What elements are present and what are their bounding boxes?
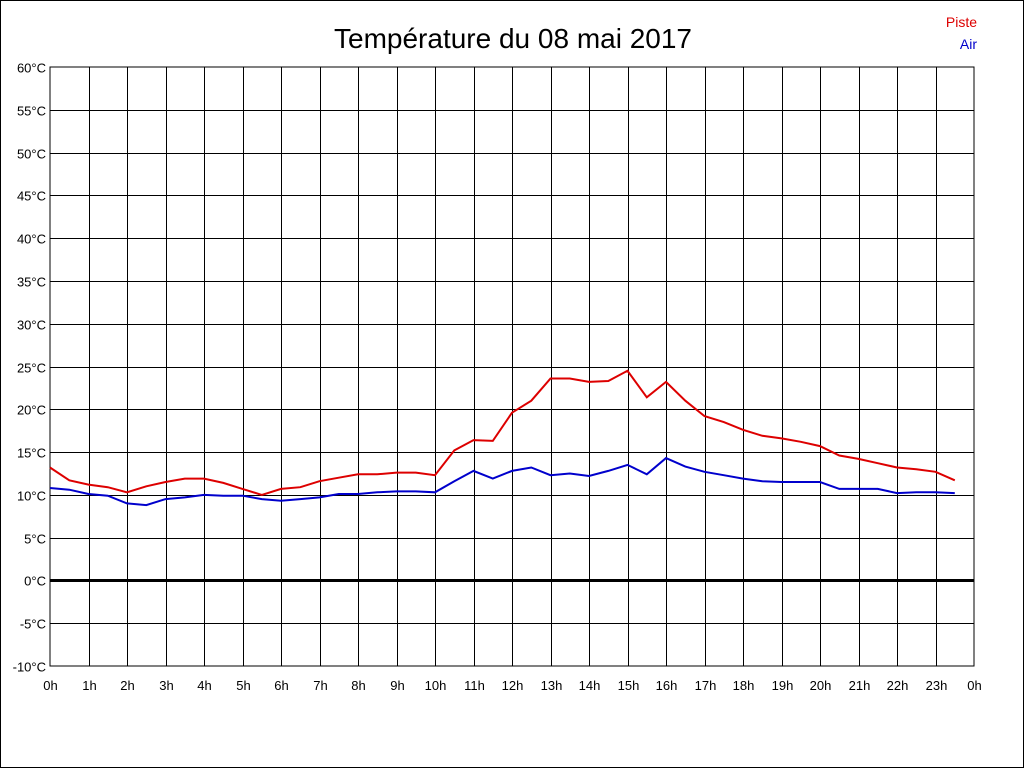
y-tick-label: 45°C	[17, 189, 46, 204]
x-tick-label: 20h	[810, 678, 832, 693]
x-tick-label: 16h	[656, 678, 678, 693]
y-tick-label: -10°C	[13, 660, 46, 675]
legend-entry-air: Air	[960, 36, 977, 52]
series-layer	[49, 369, 956, 507]
x-tick-label: 4h	[197, 678, 211, 693]
axis-labels: 0h 1h 2h 3h 4h 5h 6h 7h 8h 9h 10h 11h 12h 13h 14h 15h 16…	[13, 61, 982, 694]
y-tick-label: 55°C	[17, 104, 46, 119]
y-tick-label: 0°C	[24, 574, 46, 589]
x-tick-label: 0h	[43, 678, 57, 693]
grid-layer	[50, 67, 974, 666]
series-line-air	[49, 456, 955, 507]
x-tick-label: 0h	[967, 678, 981, 693]
series-line-piste	[49, 369, 956, 496]
x-tick-label: 1h	[82, 678, 96, 693]
x-tick-label: 10h	[425, 678, 447, 693]
x-tick-label: 9h	[390, 678, 404, 693]
y-tick-label: 15°C	[17, 446, 46, 461]
y-tick-label: 60°C	[17, 61, 46, 76]
chart-title: Température du 08 mai 2017	[334, 23, 692, 54]
x-tick-label: 22h	[887, 678, 909, 693]
x-tick-label: 11h	[464, 678, 485, 693]
x-tick-label: 19h	[772, 678, 794, 693]
y-tick-label: 35°C	[17, 275, 46, 290]
y-tick-label: -5°C	[20, 617, 46, 632]
y-tick-label: 10°C	[17, 489, 46, 504]
legend: Piste Air	[946, 14, 977, 52]
y-tick-label: 20°C	[17, 403, 46, 418]
x-tick-label: 17h	[695, 678, 717, 693]
x-tick-label: 23h	[926, 678, 948, 693]
x-tick-label: 7h	[313, 678, 327, 693]
x-tick-label: 8h	[351, 678, 365, 693]
x-tick-label: 5h	[236, 678, 250, 693]
x-tick-label: 13h	[541, 678, 563, 693]
x-tick-label: 12h	[502, 678, 524, 693]
y-tick-label: 25°C	[17, 361, 46, 376]
x-tick-label: 2h	[120, 678, 134, 693]
x-tick-label: 6h	[274, 678, 288, 693]
x-tick-label: 18h	[733, 678, 755, 693]
plot-frame	[49, 66, 975, 667]
x-tick-label: 14h	[579, 678, 601, 693]
y-tick-label: 40°C	[17, 232, 46, 247]
y-tick-label: 5°C	[24, 532, 46, 547]
x-tick-label: 15h	[618, 678, 640, 693]
x-tick-label: 3h	[159, 678, 173, 693]
legend-entry-piste: Piste	[946, 14, 977, 30]
x-tick-label: 21h	[849, 678, 871, 693]
y-tick-label: 30°C	[17, 318, 46, 333]
y-tick-label: 50°C	[17, 147, 46, 162]
